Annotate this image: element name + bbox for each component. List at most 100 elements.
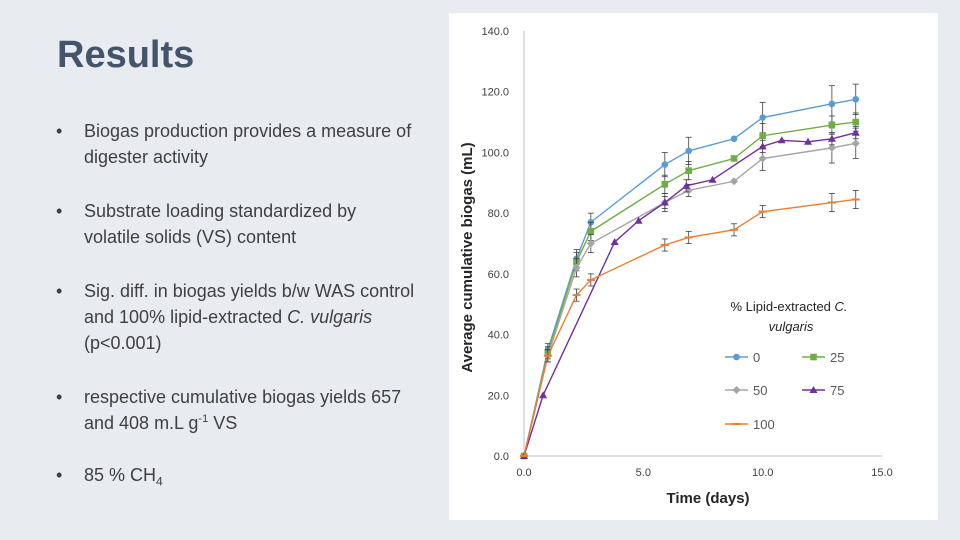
data-point bbox=[759, 114, 766, 121]
data-point bbox=[733, 353, 740, 361]
x-tick-label: 10.0 bbox=[752, 467, 773, 479]
series-line bbox=[523, 121, 856, 457]
bullet-superscript: -1 bbox=[198, 413, 209, 425]
y-tick-label: 80.0 bbox=[488, 208, 509, 220]
y-axis-label: Average cumulative biogas (mL) bbox=[459, 142, 476, 372]
bullet-glyph: • bbox=[56, 281, 63, 301]
data-point bbox=[809, 386, 818, 393]
bullet-italic-text: C. vulgaris bbox=[287, 307, 373, 327]
bullet-text-part: VS bbox=[208, 413, 238, 433]
bullet-glyph: • bbox=[56, 201, 63, 221]
bullet-glyph: • bbox=[56, 387, 63, 407]
y-tick-label: 140.0 bbox=[481, 26, 509, 38]
legend-item-50: 50 bbox=[725, 383, 767, 398]
data-point bbox=[610, 237, 619, 245]
series-100 bbox=[520, 189, 860, 457]
slide-title: Results bbox=[57, 34, 195, 76]
series-75 bbox=[520, 126, 860, 459]
series-line bbox=[523, 98, 856, 457]
data-point bbox=[661, 181, 669, 188]
bullet-text: 85 % CH4 bbox=[84, 462, 416, 488]
bullet-text-part: Sig. diff. in biogas yields b/w WAS cont… bbox=[84, 281, 415, 327]
legend-label: 25 bbox=[830, 350, 844, 365]
data-point bbox=[572, 263, 581, 272]
series-0 bbox=[520, 83, 860, 460]
x-tick-label: 15.0 bbox=[871, 467, 892, 479]
data-point bbox=[852, 118, 860, 126]
chart-legend: % Lipid-extracted C. vulgaris 0 25 50 75 100 bbox=[725, 299, 848, 432]
series-line bbox=[523, 132, 856, 457]
data-point bbox=[828, 100, 836, 108]
x-tick-label: 5.0 bbox=[636, 467, 651, 479]
legend-label: 100 bbox=[753, 417, 775, 432]
data-point bbox=[730, 135, 738, 143]
series-line bbox=[523, 198, 856, 457]
legend-item-0: 0 bbox=[725, 350, 760, 365]
data-point bbox=[758, 154, 767, 163]
y-tick-label: 20.0 bbox=[488, 390, 509, 402]
series-line bbox=[523, 142, 856, 457]
series-25 bbox=[520, 112, 860, 460]
legend-label: 75 bbox=[830, 383, 844, 398]
bullet-text: Sig. diff. in biogas yields b/w WAS cont… bbox=[84, 278, 416, 356]
bullet-glyph: • bbox=[56, 121, 63, 141]
x-axis-label: Time (days) bbox=[666, 490, 749, 507]
series-layer bbox=[520, 83, 860, 460]
legend-items: 0 25 50 75 100 bbox=[725, 350, 844, 432]
y-tick-label: 0.0 bbox=[494, 451, 509, 463]
y-tick-label: 40.0 bbox=[488, 330, 509, 342]
bullet-text-part: respective cumulative biogas yields 657 … bbox=[84, 387, 402, 433]
bullet-text-part: (p<0.001) bbox=[84, 333, 162, 353]
data-point bbox=[827, 143, 836, 152]
legend-item-25: 25 bbox=[802, 350, 844, 365]
legend-item-100: 100 bbox=[725, 417, 775, 432]
legend-label: 0 bbox=[753, 350, 760, 365]
bullet-text-part: 85 % CH bbox=[84, 465, 157, 485]
data-point bbox=[730, 177, 739, 186]
data-point bbox=[634, 216, 643, 224]
bullet-item: • respective cumulative biogas yields 65… bbox=[56, 384, 416, 436]
legend-title-italic: C. bbox=[835, 299, 848, 314]
data-point bbox=[682, 181, 691, 189]
data-point bbox=[587, 228, 595, 235]
data-point bbox=[685, 167, 692, 174]
bullet-item: • 85 % CH4 bbox=[56, 462, 416, 488]
y-tick-label: 120.0 bbox=[481, 87, 509, 99]
data-point bbox=[708, 175, 717, 183]
data-point bbox=[730, 155, 738, 162]
bullet-glyph: • bbox=[56, 465, 63, 485]
data-point bbox=[661, 161, 669, 168]
biogas-line-chart: 0.0 20.0 40.0 60.0 80.0 100.0 120.0 140.0 0.0 5.… bbox=[459, 26, 893, 507]
bullet-text: Substrate loading standardized by volati… bbox=[84, 201, 357, 247]
bullet-item: • Biogas production provides a measure o… bbox=[56, 118, 416, 170]
x-tick-labels: 0.0 5.0 10.0 15.0 bbox=[516, 467, 892, 479]
data-point bbox=[777, 136, 786, 144]
bullet-text: Biogas production provides a measure of … bbox=[84, 121, 412, 167]
data-point bbox=[852, 96, 860, 103]
data-point bbox=[827, 134, 836, 142]
data-point bbox=[586, 239, 595, 248]
chart-axes bbox=[523, 31, 882, 457]
legend-title: % Lipid-extracted C. bbox=[730, 299, 847, 314]
data-point bbox=[810, 353, 817, 361]
y-tick-label: 100.0 bbox=[481, 147, 509, 159]
data-point bbox=[851, 128, 860, 136]
chart-panel: 0.0 20.0 40.0 60.0 80.0 100.0 120.0 140.0 0.0 5.… bbox=[449, 13, 938, 520]
data-point bbox=[732, 386, 741, 394]
data-point bbox=[759, 132, 766, 140]
data-point bbox=[851, 139, 860, 148]
data-point bbox=[539, 391, 548, 399]
x-tick-label: 0.0 bbox=[516, 467, 531, 479]
series-50 bbox=[520, 127, 860, 460]
data-point bbox=[828, 121, 836, 129]
data-point bbox=[804, 137, 813, 145]
y-tick-label: 60.0 bbox=[488, 269, 509, 281]
data-point bbox=[758, 142, 767, 150]
bullet-text: respective cumulative biogas yields 657 … bbox=[84, 384, 416, 436]
bullet-item: • Sig. diff. in biogas yields b/w WAS co… bbox=[56, 278, 416, 356]
bullet-item: • Substrate loading standardized by vola… bbox=[56, 198, 416, 250]
bullet-subscript: 4 bbox=[156, 474, 163, 489]
y-tick-labels: 0.0 20.0 40.0 60.0 80.0 100.0 120.0 140.0 bbox=[481, 26, 509, 463]
data-point bbox=[685, 147, 692, 155]
legend-title-prefix: % Lipid-extracted bbox=[730, 299, 834, 314]
